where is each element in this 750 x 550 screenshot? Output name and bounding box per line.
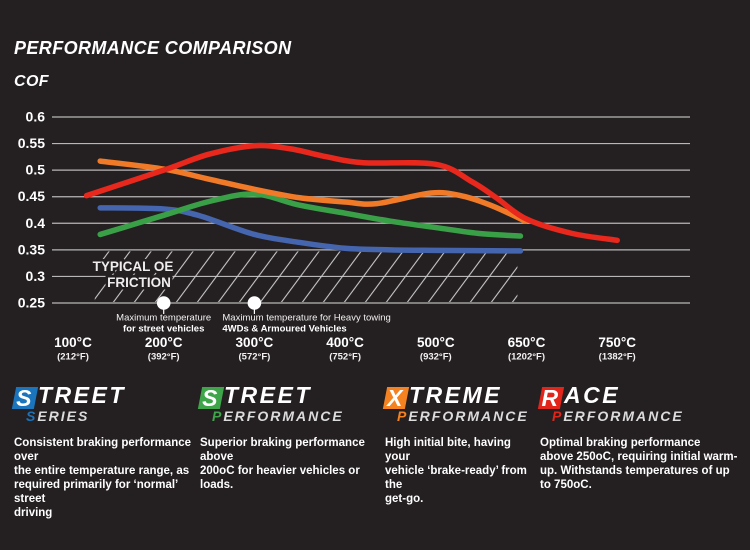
oe-band-label: TYPICAL OE: [93, 259, 174, 274]
brand-xtreme-performance: X TREME PERFORMANCE High initial bite, ha…: [382, 384, 540, 520]
page-title: PERFORMANCE COMPARISON: [14, 38, 292, 58]
logo-initial-box: R: [537, 387, 565, 410]
race-performance-logo-subtitle: PERFORMANCE: [552, 408, 684, 424]
marker-annotation: Maximum temperature: [116, 313, 211, 324]
brand-description: Consistent braking performance over the …: [14, 437, 192, 519]
brand-description: High initial bite, having your vehicle ‘…: [385, 437, 527, 505]
logo-initial-box: X: [382, 387, 410, 410]
x-axis-label-celsius: 100°C: [54, 335, 92, 350]
x-axis-label-celsius: 500°C: [417, 335, 455, 350]
x-axis-label-fahrenheit: (932°F): [420, 352, 452, 363]
xtreme-performance-logo: X TREME: [382, 384, 540, 410]
brand-street-performance: S TREET PERFORMANCE Superior braking perf…: [197, 384, 385, 520]
logo-initial-box: S: [197, 387, 225, 410]
street-series-logo-subtitle: SERIES: [26, 408, 90, 424]
brand-race-performance: R ACE PERFORMANCE Optimal braking perform…: [537, 384, 746, 520]
brand-legend: S TREET SERIES Consistent braking perform…: [11, 384, 746, 520]
street-performance-logo-subtitle: PERFORMANCE: [212, 408, 344, 424]
x-axis-label-celsius: 300°C: [236, 335, 274, 350]
x-axis-label-fahrenheit: (572°F): [239, 352, 271, 363]
x-axis-label-celsius: 400°C: [326, 335, 364, 350]
oe-band-label: FRICTION: [107, 275, 171, 290]
y-axis-label: 0.4: [26, 215, 46, 231]
marker-annotation: for street vehicles: [123, 324, 204, 335]
x-axis-label-fahrenheit: (392°F): [148, 352, 180, 363]
cof-temperature-chart: 0.6 0.55 0.5 0.45 0.4 0.35 0.3 0.25 TYPICAL OE FR…: [18, 109, 690, 363]
y-axis-label: 0.55: [18, 135, 45, 151]
oe-friction-band: [94, 251, 518, 302]
max-temp-marker-dot: [156, 296, 171, 310]
cof-chart-svg: 0.6 0.55 0.5 0.45 0.4 0.35 0.3 0.25 TYPICAL OEFR…: [18, 109, 690, 363]
x-axis-label-fahrenheit: (212°F): [57, 352, 89, 363]
marker-annotation: 4WDs & Armoured Vehicles: [222, 324, 346, 335]
brand-street-series: S TREET SERIES Consistent braking perform…: [11, 384, 200, 520]
y-axis-label: 0.25: [18, 295, 45, 311]
y-axis-label: 0.5: [26, 162, 46, 178]
brand-description: Optimal braking performance above 250oC,…: [540, 437, 738, 491]
series-xtreme-performance: [97, 158, 529, 224]
series-race-performance: [83, 142, 620, 244]
series-street-performance: [97, 191, 524, 239]
x-axis-label-celsius: 200°C: [145, 335, 183, 350]
race-performance-logo: R ACE: [537, 384, 746, 410]
x-axis-label-celsius: 750°C: [598, 335, 636, 350]
x-axis-label-celsius: 650°C: [508, 335, 546, 350]
x-axis-label-fahrenheit: (752°F): [329, 352, 361, 363]
logo-initial-box: S: [11, 387, 39, 410]
y-axis-title: COF: [14, 73, 49, 90]
xtreme-performance-logo-subtitle: PERFORMANCE: [397, 408, 529, 424]
y-axis-label: 0.6: [26, 109, 46, 125]
marker-annotation: Maximum temperature for Heavy towing: [222, 313, 390, 324]
y-axis-label: 0.45: [18, 188, 45, 204]
y-axis-label: 0.3: [26, 268, 46, 284]
x-axis-label-fahrenheit: (1202°F): [508, 352, 545, 363]
max-temp-marker-dot: [247, 296, 262, 310]
street-performance-logo: S TREET: [197, 384, 385, 410]
brand-description: Superior braking performance above 200oC…: [200, 437, 365, 491]
y-axis-label: 0.35: [18, 241, 45, 257]
x-axis-label-fahrenheit: (1382°F): [599, 352, 636, 363]
street-series-logo: S TREET: [11, 384, 200, 410]
